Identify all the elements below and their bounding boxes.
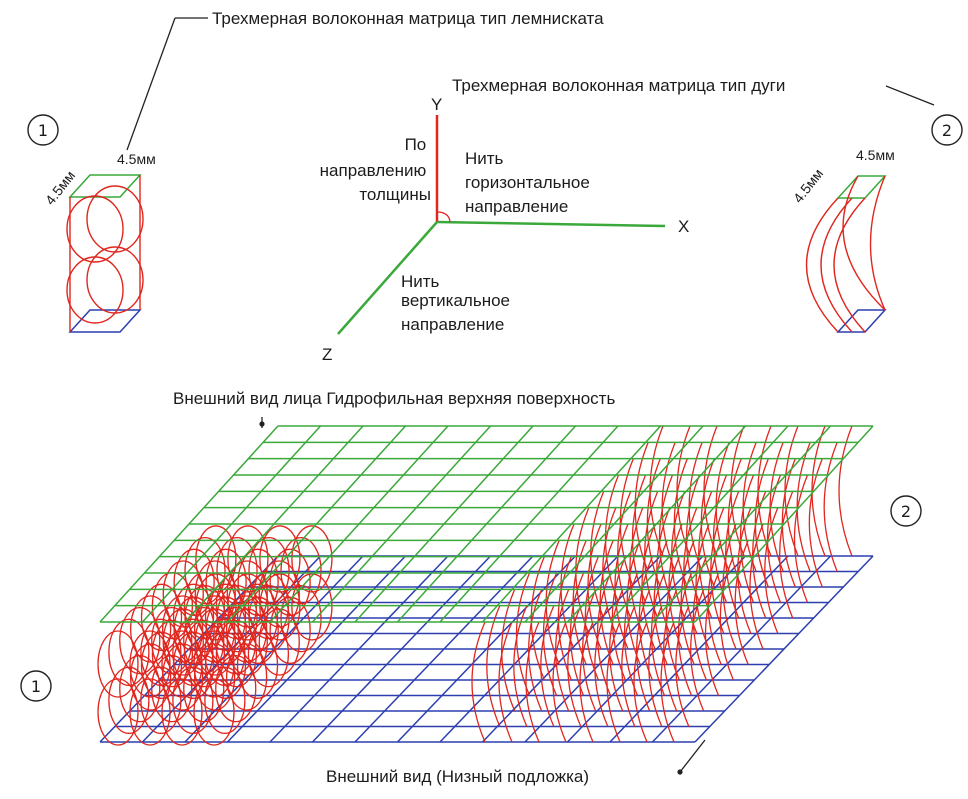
arc-fiber [795,475,808,603]
lemniscate-title: Трехмерная волоконная матрица тип лемнис… [212,9,604,28]
bottom-surface-label: Внешний вид (Низный подложка) [326,767,589,786]
axes: Y X Z По направлению толщины Нить горизо… [320,95,690,364]
marker-1-large-text: 1 [31,677,41,696]
horizontal-thread-label: Нить горизонтальное направление [465,149,595,216]
marker-2-large-text: 2 [901,502,911,521]
arc-fiber [741,475,754,603]
arc-fiber [755,459,768,587]
lemniscate-loop [217,538,257,604]
axis-x-label: X [678,217,689,236]
mm-label-left-side: 4.5мм [42,167,78,207]
axis-x-line [437,222,665,226]
arc-fiber [487,606,500,727]
fabric-large [98,426,873,745]
lemniscate-loop [260,526,300,592]
arc-fiber [839,426,852,556]
lemniscate-loop [281,538,321,604]
arc-unit: 2 4.5мм 4.5мм [790,86,962,332]
lemniscate-loop [228,526,268,592]
thickness-direction-label: По направлению толщины [320,135,431,204]
marker-1-top-text: 1 [38,121,48,140]
marker-2-top-text: 2 [942,121,952,140]
lemniscate-unit: 1 4.5мм 4.5мм [28,18,208,332]
top-surface-label: Внешний вид лица Гидрофильная верхняя по… [173,389,615,408]
lemniscate-loop [185,538,225,604]
arc-fiber [809,459,822,587]
mm-label-right-top: 4.5мм [856,147,895,163]
arc-fiber [824,442,837,571]
arc-fiber [502,589,515,711]
axis-z-label: Z [322,345,332,364]
mm-label-left-top: 4.5мм [117,151,156,167]
vertical-thread-label: Нить вертикальное направление [401,272,515,334]
arc-fiber [472,622,485,742]
lemniscate-loop [249,538,289,604]
axis-y-label: Y [431,95,442,114]
lemniscate-loop [292,526,332,592]
mm-label-right-side: 4.5мм [790,165,826,205]
arc-title: Трехмерная волоконная матрица тип дуги [452,76,785,95]
lemniscate-loop [196,526,236,592]
